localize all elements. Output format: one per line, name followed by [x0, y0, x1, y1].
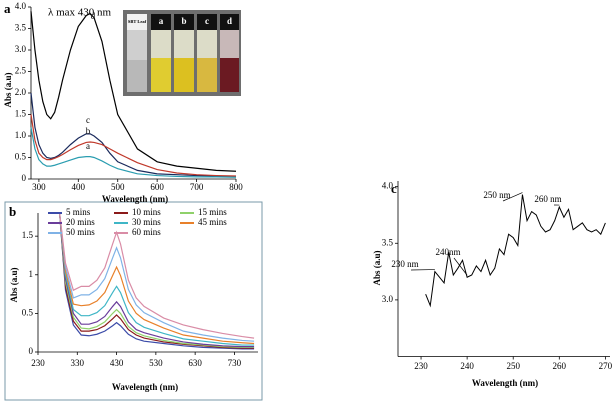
legend-label: 60 mins [132, 227, 161, 237]
x-tick-label: 730 [228, 358, 242, 368]
y-tick-label: 3.0 [382, 294, 394, 304]
y-tick-label: 0 [22, 173, 27, 183]
vial-cap [174, 14, 194, 30]
series-line [30, 114, 237, 177]
inset-label: a [159, 16, 164, 26]
x-tick-label: 230 [31, 358, 45, 368]
annotation-leader [502, 192, 523, 202]
y-tick-label: 4.0 [15, 1, 27, 11]
panel-label: c [391, 181, 397, 196]
x-tick-label: 260 [553, 361, 567, 371]
legend-label: 30 mins [132, 217, 161, 227]
legend-label: 50 mins [66, 227, 95, 237]
series-line [59, 212, 255, 339]
legend-label: 5 mins [66, 207, 91, 217]
curve-label: a [86, 141, 90, 151]
y-tick-label: 2.0 [15, 87, 27, 97]
inset-label: SBT Leaf [128, 19, 147, 24]
series-line [30, 11, 237, 172]
series-line [30, 127, 237, 178]
x-axis-label: Wavelength (nm) [472, 378, 538, 388]
legend-label: 10 mins [132, 207, 161, 217]
y-tick-label: 3.0 [15, 44, 27, 54]
inset-label: b [181, 16, 186, 26]
x-tick-label: 600 [150, 182, 164, 192]
x-tick-label: 240 [460, 361, 474, 371]
x-tick-label: 800 [229, 182, 243, 192]
y-tick-label: 4.0 [382, 181, 394, 191]
y-tick-label: 0 [29, 346, 34, 356]
y-axis-label: Abs (a.u) [372, 250, 382, 285]
series-line [59, 212, 255, 348]
series-line [59, 212, 255, 346]
x-tick-label: 700 [190, 182, 204, 192]
series-line [59, 212, 255, 345]
y-tick-label: 1 [29, 269, 34, 279]
x-tick-label: 330 [71, 358, 85, 368]
panel-b-frame [4, 201, 263, 401]
y-tick-label: 3.5 [382, 237, 394, 247]
x-tick-label: 630 [188, 358, 202, 368]
y-axis-label: Abs (a.u) [9, 267, 19, 302]
vial-liquid [220, 58, 239, 92]
x-axis-label: Wavelength (nm) [102, 194, 168, 204]
annotation: 250 nm [483, 190, 510, 200]
series-line [59, 212, 255, 350]
annotation-leader [453, 257, 468, 276]
legend-label: 45 mins [198, 217, 227, 227]
inset-label: c [205, 16, 209, 26]
curve-label: d [91, 11, 96, 21]
y-tick-label: 0.5 [15, 152, 27, 162]
annotation: 260 nm [534, 194, 561, 204]
vial-liquid [197, 58, 217, 92]
series-line [59, 212, 255, 342]
x-tick-label: 400 [72, 182, 86, 192]
y-tick-label: 1.0 [15, 130, 27, 140]
x-tick-label: 530 [149, 358, 163, 368]
vial-liquid [127, 60, 147, 92]
series-line [425, 194, 606, 308]
series-line [59, 212, 255, 348]
vial-liquid [151, 58, 171, 92]
curve-label: c [86, 115, 90, 125]
y-tick-label: 3.5 [15, 23, 27, 33]
panel-label: b [9, 204, 16, 219]
vial-cap [220, 14, 239, 30]
vial-cap [151, 14, 171, 30]
x-tick-label: 430 [110, 358, 124, 368]
y-tick-label: 1.5 [15, 109, 27, 119]
x-tick-label: 500 [111, 182, 125, 192]
series-line [30, 92, 237, 178]
panel-label: a [4, 1, 11, 16]
inset-label: d [227, 16, 232, 26]
x-axis-label: Wavelength (nm) [112, 382, 178, 392]
annotation: 230 nm [391, 259, 418, 269]
y-axis-label: Abs (a.u) [3, 72, 13, 107]
y-tick-label: 1.5 [22, 230, 34, 240]
y-tick-label: 2.5 [15, 66, 27, 76]
legend-label: 15 mins [198, 207, 227, 217]
vial-cap [197, 14, 217, 30]
x-tick-label: 230 [414, 361, 428, 371]
chart-title: λ max 430 nm [48, 7, 112, 19]
x-tick-label: 250 [506, 361, 520, 371]
y-tick-label: 0.5 [22, 307, 34, 317]
x-tick-label: 300 [32, 182, 46, 192]
x-tick-label: 270 [599, 361, 613, 371]
series-line [59, 212, 255, 349]
vial-cap [127, 14, 147, 30]
annotation: 240nm [435, 247, 460, 257]
vial-liquid [174, 58, 194, 92]
inset-photo [123, 10, 241, 96]
legend-label: 20 mins [66, 217, 95, 227]
curve-label: b [86, 126, 91, 136]
